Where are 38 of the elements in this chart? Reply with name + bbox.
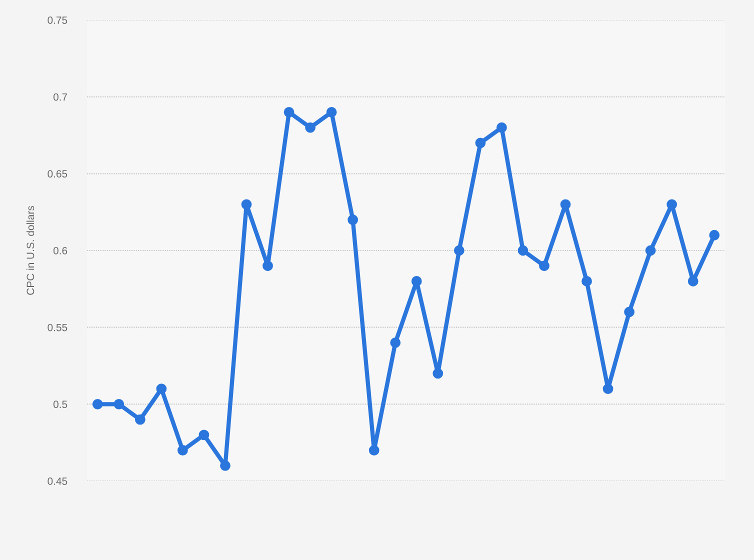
y-tick-label: 0.6 [53,247,68,254]
point [475,138,486,148]
point [326,106,337,118]
point [156,384,167,394]
point [114,398,124,410]
y-tick-label: 0.65 [48,170,68,178]
point [220,460,230,471]
point [134,414,146,425]
point [390,337,401,348]
point [198,430,210,440]
y-tick-label: 0.45 [48,478,68,485]
point [560,199,571,210]
y-tick-label: 0.7 [53,93,68,101]
point [582,276,592,286]
point [624,306,635,318]
point [688,276,698,286]
point [666,199,678,210]
point [348,214,358,225]
point [411,276,422,286]
point [92,398,103,410]
point [177,445,188,456]
point [539,260,550,272]
y-tick-label: 0.5 [53,400,68,408]
point [432,368,444,379]
point [602,384,614,394]
point [284,106,294,118]
point [645,245,656,256]
point [305,122,316,133]
point [262,260,273,272]
point [518,245,528,256]
point [368,445,380,456]
y-axis-title: CPC in U.S. dollars [26,206,34,295]
point [241,199,252,210]
point [454,245,464,256]
point [496,122,507,133]
y-tick-label: 0.75 [48,16,68,24]
point [709,230,720,240]
y-tick-label: 0.55 [48,324,68,332]
